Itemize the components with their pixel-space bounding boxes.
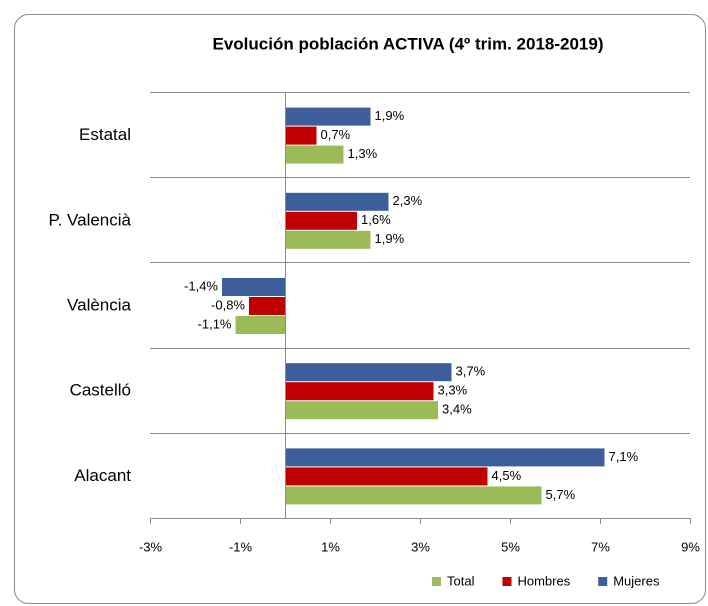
data-label: 3,4% xyxy=(442,402,472,417)
bar xyxy=(285,126,317,145)
x-tick-label: 1% xyxy=(321,539,340,554)
data-label: 7,1% xyxy=(609,449,639,464)
legend-swatch xyxy=(502,577,512,586)
bar xyxy=(285,467,488,486)
bar xyxy=(285,192,389,211)
data-label: 0,7% xyxy=(321,127,351,142)
data-label: 5,7% xyxy=(546,487,576,502)
y-tick-label: Estatal xyxy=(79,125,131,144)
x-tick-label: 7% xyxy=(591,539,610,554)
y-tick-label: P. Valencià xyxy=(48,210,131,229)
y-tick-label: Alacant xyxy=(74,466,131,485)
data-label: -0,8% xyxy=(211,297,245,312)
data-label: 4,5% xyxy=(492,468,522,483)
data-label: 3,7% xyxy=(456,364,486,379)
y-tick-label: València xyxy=(67,295,131,314)
bar xyxy=(285,486,542,505)
y-tick-label: Castelló xyxy=(70,381,131,400)
bar xyxy=(285,401,438,420)
data-label: 3,3% xyxy=(438,383,468,398)
legend-swatch xyxy=(598,577,608,586)
data-label: 2,3% xyxy=(393,193,423,208)
data-label: 1,6% xyxy=(361,212,391,227)
data-label: -1,4% xyxy=(184,278,218,293)
data-label: 1,9% xyxy=(375,231,405,246)
bar xyxy=(249,297,285,315)
legend-label: Total xyxy=(447,573,475,588)
x-tick-label: 5% xyxy=(501,539,520,554)
x-tick-label: 3% xyxy=(411,539,430,554)
data-label: 1,3% xyxy=(348,146,378,161)
bar xyxy=(235,316,285,334)
bar xyxy=(285,145,344,164)
bar xyxy=(285,363,452,382)
legend-label: Hombres xyxy=(517,573,570,588)
bar xyxy=(285,230,371,249)
chart-title: Evolución población ACTIVA (4º trim. 201… xyxy=(213,34,604,53)
bar xyxy=(285,382,434,401)
data-label: -1,1% xyxy=(198,316,232,331)
x-tick-label: -1% xyxy=(229,539,253,554)
x-tick-label: 9% xyxy=(681,539,700,554)
x-tick-label: -3% xyxy=(139,539,163,554)
bar xyxy=(285,211,357,230)
legend-label: Mujeres xyxy=(613,573,660,588)
data-label: 1,9% xyxy=(375,108,405,123)
bar xyxy=(222,278,285,296)
legend-swatch xyxy=(432,577,441,586)
bar xyxy=(285,107,371,126)
bar xyxy=(285,448,605,467)
